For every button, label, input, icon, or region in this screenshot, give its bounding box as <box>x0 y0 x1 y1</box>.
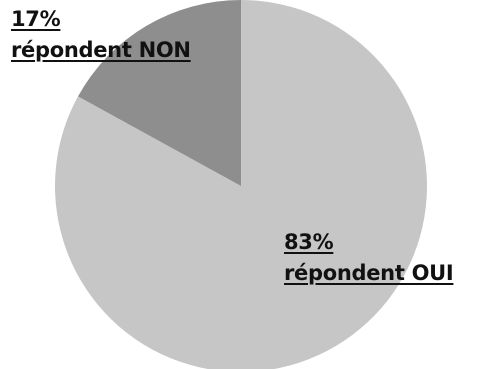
label-non-text: répondent NON <box>11 38 191 62</box>
label-oui-text: répondent OUI <box>284 261 454 285</box>
label-non-percent: 17% <box>11 7 61 31</box>
label-oui: 83% répondent OUI <box>284 227 454 289</box>
pie-slice-non <box>78 0 241 186</box>
label-non: 17% répondent NON <box>11 4 191 66</box>
pie-slice-oui <box>55 0 427 369</box>
label-oui-percent: 83% <box>284 230 334 254</box>
